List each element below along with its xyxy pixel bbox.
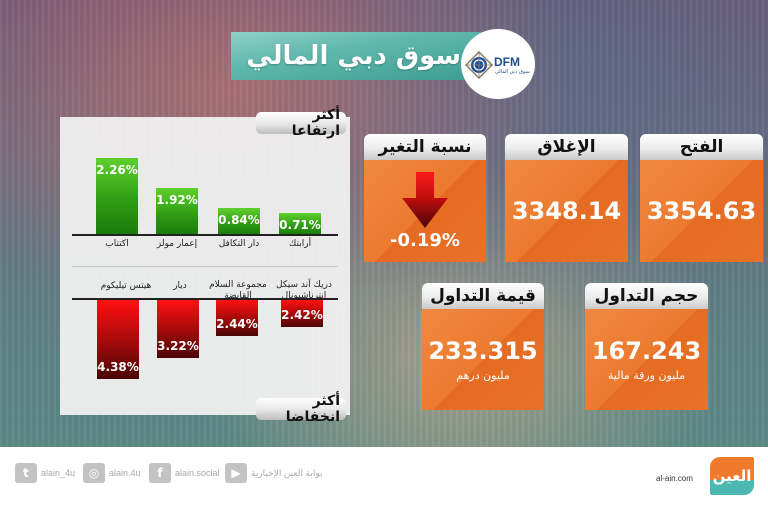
gainers-baseline [72,234,338,236]
arrow-down-icon [402,172,448,228]
open-label: الفتح [640,134,763,160]
twitter-handle: alain_4u [41,468,76,478]
change-label: نسبة التغير [364,134,486,160]
gainers-heading: أكثر ارتفاعا [256,107,346,139]
instagram-handle: alain.4u [109,468,141,478]
page-title: سوق دبي المالي [246,41,461,71]
turnover-value: 233.315 [428,337,538,365]
gainer-label: دار التكافل [218,239,260,249]
loser-bar: 2.44% [216,300,258,336]
close-value: 3348.14 [511,197,622,225]
dfm-emblem-icon [465,51,493,79]
gainer-label: إعمار مولز [156,239,198,249]
loser-bar: 4.38% [97,300,139,379]
instagram-icon: ◎ [83,463,105,483]
losers-baseline [72,298,338,300]
hero-background: سوق دبي المالي DFM سوق دبي المالي أكثر ا… [0,0,768,447]
gainer-bar: 0.71% [279,213,321,235]
volume-stat: حجم التداول 167.243 مليون ورقة مالية [585,283,708,410]
close-label: الإغلاق [505,134,628,160]
loser-bar: 2.42% [281,300,323,327]
twitter-icon: t [15,463,37,483]
youtube-channel: بوابة العين الإخبارية [251,467,323,478]
instagram-link[interactable]: ◎ alain.4u [83,463,141,483]
turnover-stat: قيمة التداول 233.315 مليون درهم [422,283,544,410]
open-stat: الفتح 3354.63 [640,134,763,262]
gainer-bar: 2.26% [96,158,138,235]
gainer-label: اكتتاب [105,239,129,249]
gainer-bar: 1.92% [156,188,198,235]
change-stat: نسبة التغير -0.19% [364,134,486,262]
loser-label: هيتس تيليكوم [100,281,152,291]
loser-label: مجموعة السلام القابضة [209,280,267,301]
close-stat: الإغلاق 3348.14 [505,134,628,262]
site-url[interactable]: al-ain.com [656,474,693,483]
loser-bar: 3.22% [157,300,199,358]
volume-value: 167.243 [591,337,702,365]
losers-heading: أكثر انخفاضا [256,393,346,425]
title-banner: سوق دبي المالي [231,32,481,80]
footer: t alain_4u ◎ alain.4u f alain.social ▶ ب… [0,447,768,510]
youtube-link[interactable]: ▶ بوابة العين الإخبارية [225,463,322,483]
facebook-link[interactable]: f alain.social [149,463,220,483]
facebook-handle: alain.social [175,468,220,478]
section-divider [72,266,338,267]
open-value: 3354.63 [646,197,757,225]
gainer-bar: 0.84% [218,208,260,235]
dfm-logo-subtitle: سوق دبي المالي [495,69,530,75]
volume-label: حجم التداول [585,283,708,309]
dfm-logo: DFM سوق دبي المالي [461,29,535,99]
volume-unit: مليون ورقة مالية [607,369,686,382]
turnover-unit: مليون درهم [456,369,510,382]
turnover-label: قيمة التداول [422,283,544,309]
alain-logo: العين [710,457,754,495]
gainer-label: أرابتك [288,239,312,249]
change-value: -0.19% [390,230,460,251]
loser-label: دريك آند سيكل انترناشيونال [276,280,332,301]
loser-label: ديار [173,281,187,291]
dfm-logo-text: DFM [494,55,520,69]
facebook-icon: f [149,463,171,483]
twitter-link[interactable]: t alain_4u [15,463,75,483]
youtube-icon: ▶ [225,463,247,483]
